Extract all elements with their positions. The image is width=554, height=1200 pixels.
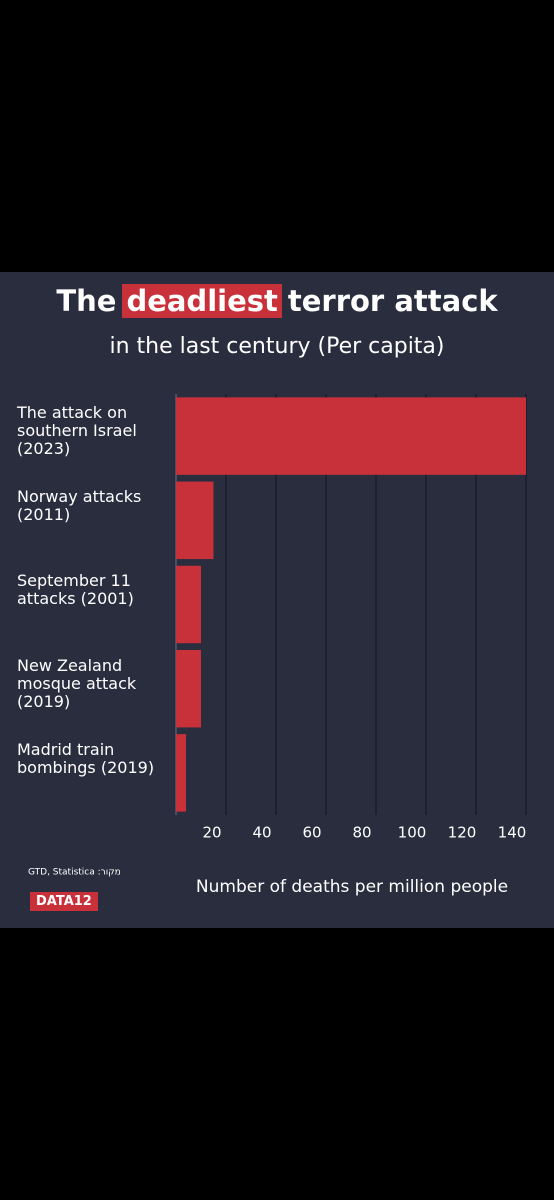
bar	[176, 734, 186, 812]
logo: DATA12	[30, 892, 98, 911]
title-part: terror attack	[287, 284, 498, 318]
title-highlight: deadliest	[122, 284, 282, 318]
x-tick-label: 40	[252, 824, 271, 842]
x-tick-label: 140	[498, 824, 527, 842]
chart-title: The deadliest terror attack	[0, 284, 554, 318]
chart-panel: The deadliest terror attack in the last ce…	[0, 272, 554, 928]
category-label: Madrid train bombings (2019)	[17, 739, 155, 777]
x-tick-label: 80	[352, 824, 371, 842]
category-label: The attack on southern Israel (2023)	[17, 403, 137, 458]
title-part: The	[56, 284, 117, 318]
x-axis-label: Number of deaths per million people	[196, 877, 508, 897]
category-label: New Zealand mosque attack (2019)	[17, 655, 137, 711]
x-tick-label: 20	[202, 824, 221, 842]
bar	[176, 565, 201, 644]
category-label: Norway attacks (2011)	[17, 487, 142, 525]
source: GTD, Statistica :מקור	[28, 868, 121, 878]
chart-subtitle: in the last century (Per capita)	[109, 334, 445, 359]
x-tick-label: 60	[302, 824, 321, 842]
bar	[176, 397, 526, 475]
bar	[176, 649, 201, 728]
x-tick-label: 100	[398, 824, 427, 842]
x-tick-label: 120	[448, 824, 477, 842]
category-label: September 11 attacks (2001)	[17, 571, 134, 609]
chart: Number of deaths per million people GTD,…	[28, 394, 527, 897]
bar	[176, 481, 214, 560]
